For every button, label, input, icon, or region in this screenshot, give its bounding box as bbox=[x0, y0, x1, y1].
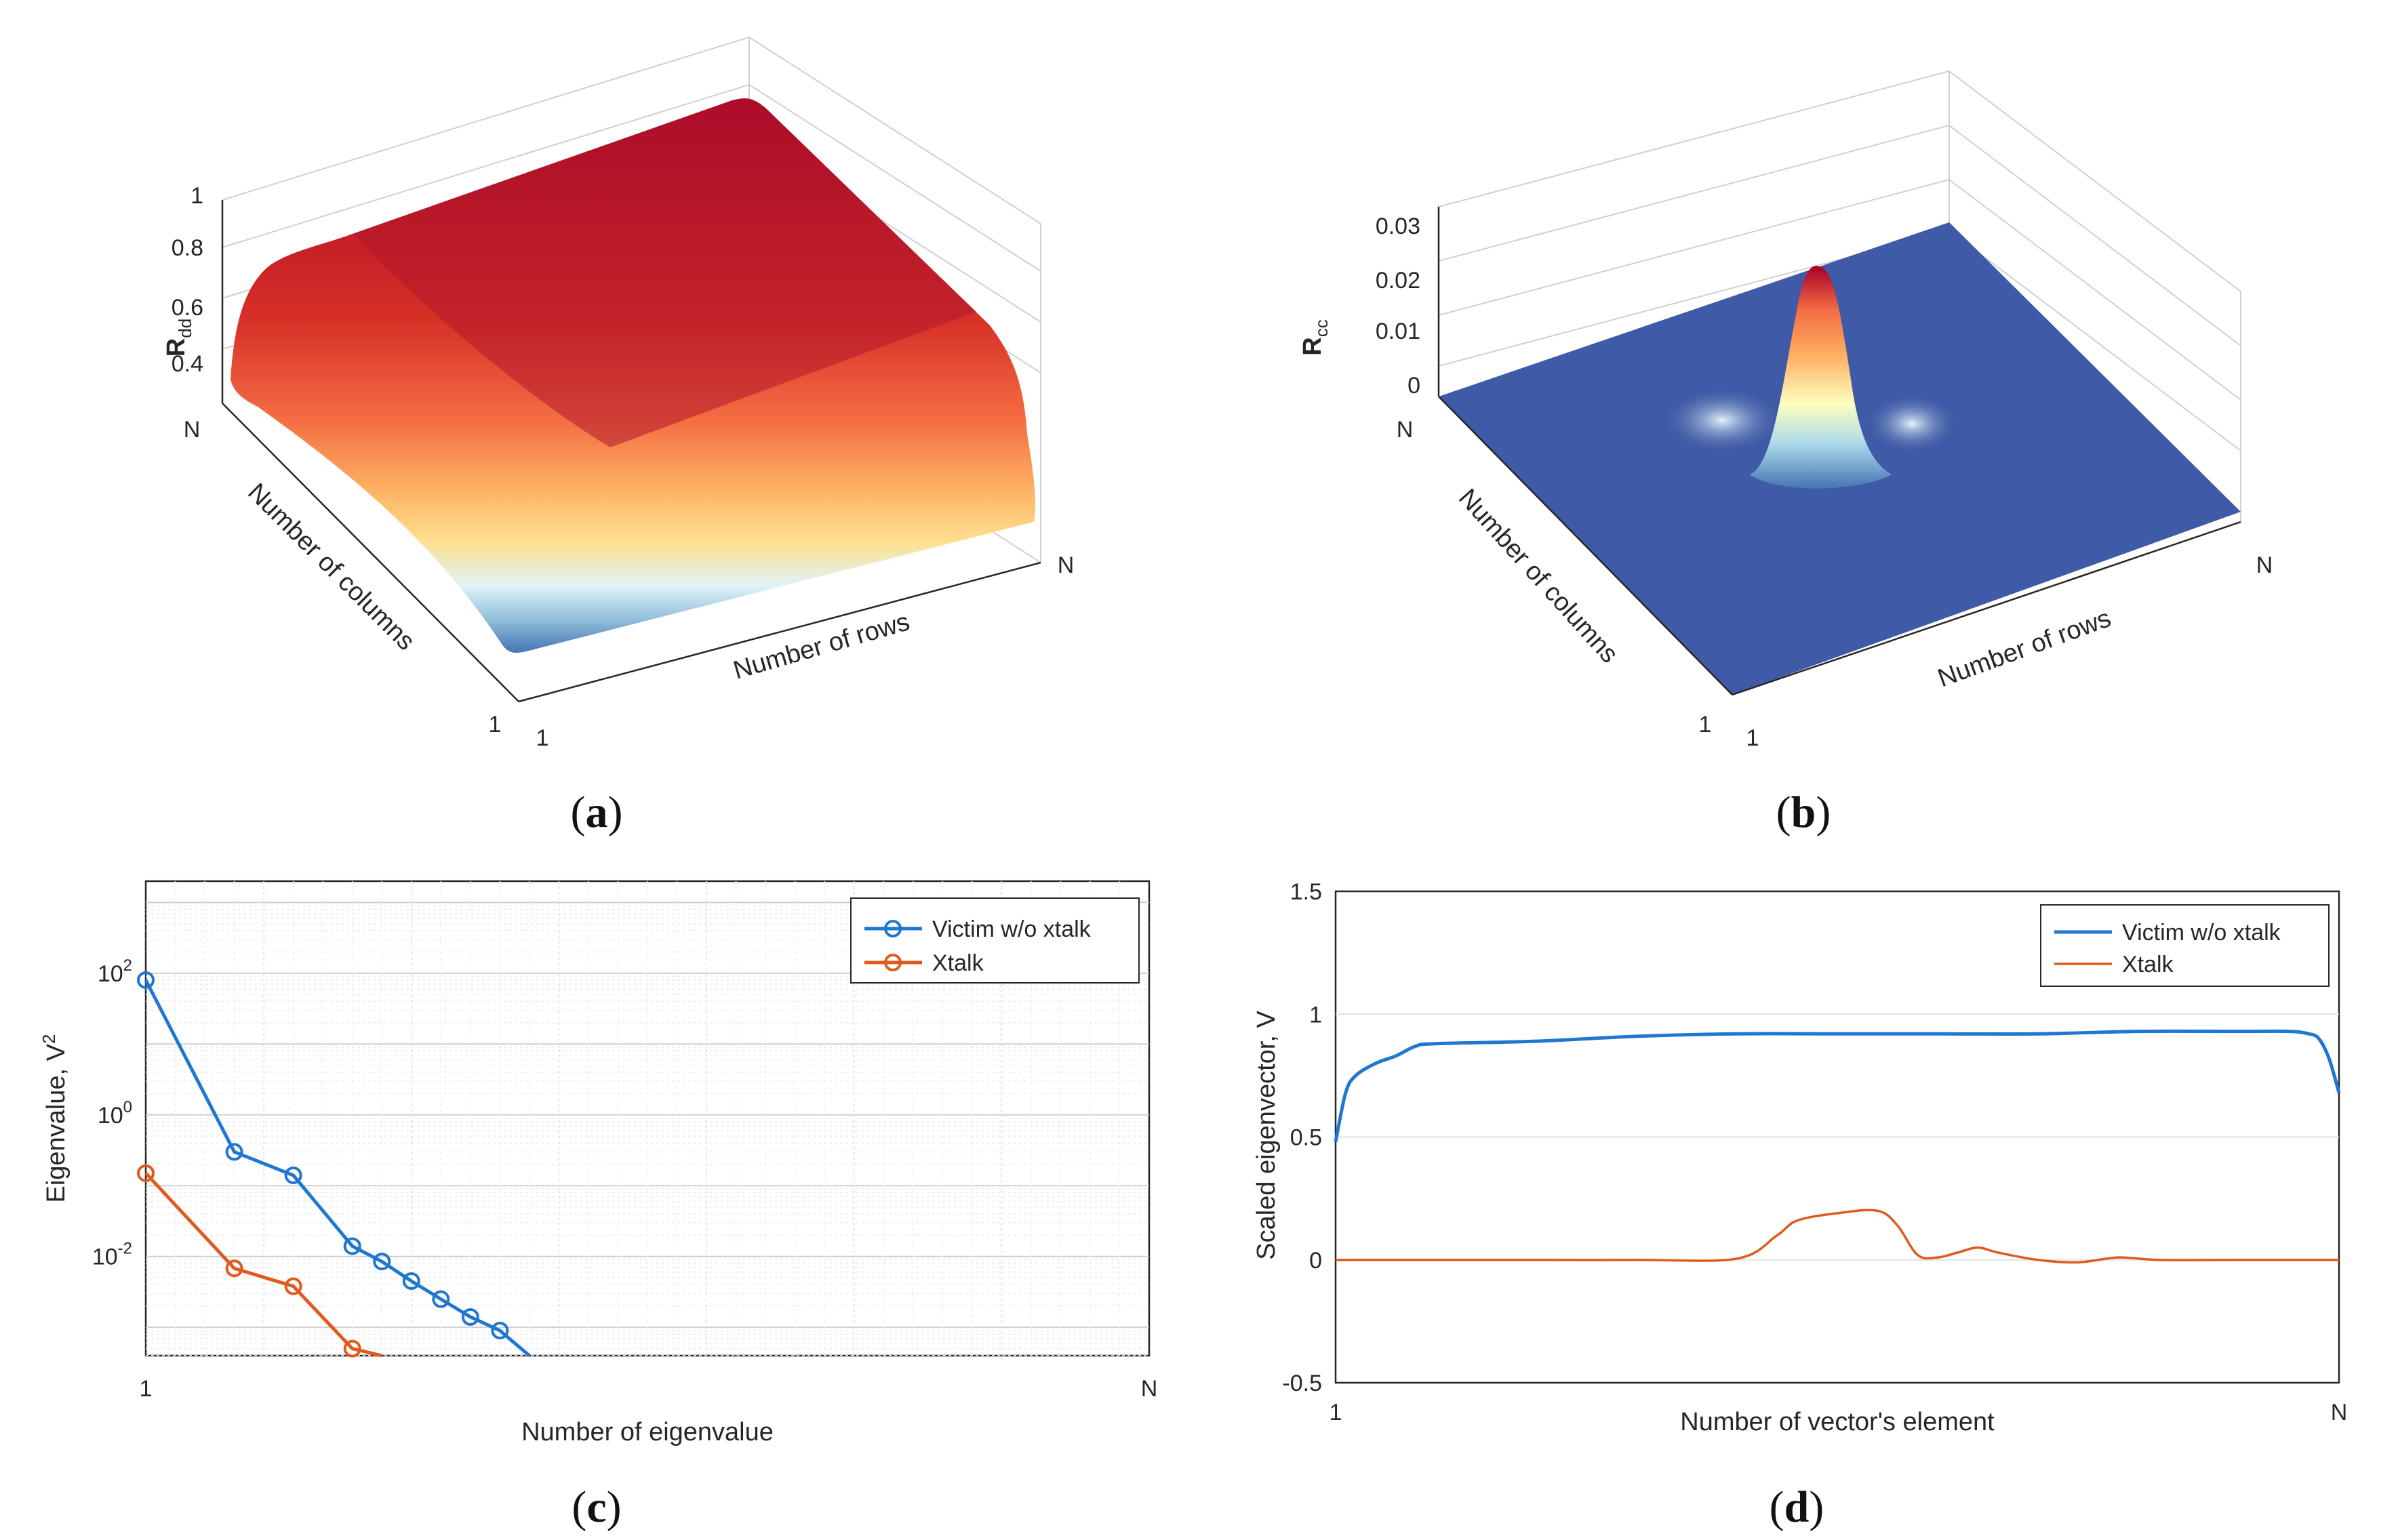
panel-a-ytick-1: 1 bbox=[489, 712, 502, 737]
panel-a-ztick-0.8: 0.8 bbox=[172, 235, 203, 261]
panel-d-ytick: 1 bbox=[1309, 1002, 1322, 1028]
panel-a-xtick-n: N bbox=[1058, 552, 1075, 578]
panel-d-ytick: 1.5 bbox=[1290, 879, 1322, 905]
panel-c-point bbox=[343, 1339, 361, 1358]
panel-c-xlabel: Number of eigenvalue bbox=[521, 1418, 774, 1446]
panel-c-point bbox=[137, 971, 155, 989]
panel-a-ytick-n: N bbox=[184, 417, 201, 443]
panel-c-point bbox=[284, 1166, 302, 1184]
panel-d-legend-xtalk-label: Xtalk bbox=[2122, 952, 2174, 977]
panel-d-xtick-1: 1 bbox=[1330, 1400, 1342, 1425]
panel-d-series-line-0 bbox=[1334, 1029, 2341, 1143]
panel-c-legend-victim: Victim w/o xtalk bbox=[864, 916, 1092, 942]
panel-b-xtick-n: N bbox=[2256, 552, 2273, 578]
panel-c-point bbox=[432, 1290, 450, 1308]
panel-c-legend-xtalk: Xtalk bbox=[864, 950, 984, 976]
panel-d-xtick-n: N bbox=[2331, 1400, 2348, 1425]
panel-b-zlabel: Rcc bbox=[1298, 319, 1332, 355]
panel-b-ztick-0.03: 0.03 bbox=[1376, 214, 1420, 239]
panel-a-ztick-1: 1 bbox=[191, 183, 203, 209]
panel-b-ytick-1: 1 bbox=[1699, 712, 1712, 737]
panel-a-axes bbox=[221, 200, 1041, 703]
panel-c-series-line-0 bbox=[144, 979, 531, 1357]
panel-b-side-bump-1 bbox=[1661, 386, 1783, 454]
panel-a-caption: (a) bbox=[571, 788, 623, 837]
panel-c-point bbox=[225, 1143, 243, 1161]
panel-c-point bbox=[343, 1237, 361, 1255]
panel-c-series-line-1 bbox=[144, 1172, 382, 1358]
panel-c-ytick: 102 bbox=[98, 956, 132, 987]
panel-a-xtick-1: 1 bbox=[536, 725, 549, 751]
panel-d-legend-victim-label: Victim w/o xtalk bbox=[2122, 920, 2281, 946]
panel-d-legend: Victim w/o xtalk Xtalk bbox=[2040, 904, 2330, 987]
panel-a-xlabel: Number of rows bbox=[730, 607, 913, 685]
panel-c-point bbox=[373, 1253, 391, 1271]
panel-b-ztick-0: 0 bbox=[1407, 373, 1420, 399]
panel-b-ztick-0.02: 0.02 bbox=[1376, 268, 1420, 293]
panel-d-ytick: -0.5 bbox=[1282, 1371, 1322, 1396]
panel-c-point bbox=[137, 1164, 155, 1182]
panel-d-ylabel: Scaled eigenvector, V bbox=[1252, 1011, 1281, 1260]
panel-c-xtick-1: 1 bbox=[140, 1376, 153, 1402]
panel-d-caption: (d) bbox=[1770, 1482, 1824, 1532]
panel-c-point bbox=[225, 1259, 243, 1278]
panel-d-legend-victim: Victim w/o xtalk bbox=[2054, 920, 2281, 946]
panel-b-peak bbox=[1749, 266, 1892, 489]
panel-c-point bbox=[461, 1308, 479, 1326]
panel-b-ytick-n: N bbox=[1397, 417, 1414, 443]
panel-b-caption: (b) bbox=[1776, 788, 1831, 837]
panel-c-caption: (c) bbox=[572, 1482, 621, 1532]
panel-b-surface-rcc: 0.03 0.02 0.01 0 N 1 1 N Rcc Number of c… bbox=[1298, 70, 2273, 837]
panel-c-legend: Victim w/o xtalk Xtalk bbox=[850, 897, 1140, 984]
panel-c-ylabel: Eigenvalue, V2 bbox=[39, 1034, 71, 1203]
panel-d-eigenvector-chart: 1.5 1 0.5 0 -0.5 1 N Number of vector's elem… bbox=[1252, 879, 2347, 1532]
panel-c-ytick: 100 bbox=[98, 1098, 132, 1129]
panel-c-point bbox=[491, 1321, 509, 1339]
panel-b-side-bump-2 bbox=[1864, 393, 1959, 454]
panel-c-legend-xtalk-label: Xtalk bbox=[932, 950, 984, 976]
panel-d-series-line-1 bbox=[1336, 1209, 2339, 1264]
panel-c-xtick-n: N bbox=[1141, 1376, 1158, 1402]
panel-c-legend-victim-label: Victim w/o xtalk bbox=[932, 916, 1092, 942]
panel-d-ytick: 0.5 bbox=[1290, 1125, 1322, 1151]
panel-d-ytick: 0 bbox=[1309, 1248, 1322, 1274]
panel-a-zlabel: Rdd bbox=[162, 319, 195, 357]
panel-c-eigenvalue-chart: 1 N 102 100 10-2 Number of eigenvalue Eige… bbox=[39, 880, 1158, 1532]
panel-d-series bbox=[1334, 1029, 2341, 1264]
panel-c-series bbox=[137, 971, 531, 1358]
panel-d-xlabel: Number of vector's element bbox=[1680, 1408, 1995, 1436]
panel-a-surface-top bbox=[353, 98, 976, 447]
panel-c-point bbox=[284, 1277, 302, 1295]
panel-c-ytick: 10-2 bbox=[92, 1240, 132, 1270]
panel-a-ztick-0.4: 0.4 bbox=[172, 351, 203, 377]
panel-d-legend-xtalk: Xtalk bbox=[2054, 952, 2174, 977]
panel-b-xtick-1: 1 bbox=[1746, 725, 1759, 751]
panel-b-axes bbox=[1437, 207, 2241, 696]
panel-b-ztick-0.01: 0.01 bbox=[1376, 319, 1420, 344]
panel-a-ztick-0.6: 0.6 bbox=[172, 295, 203, 321]
panel-a-surface-rdd: 1 0.8 0.6 0.4 N 1 1 N Rdd Number of colu… bbox=[162, 37, 1074, 837]
panel-c-point bbox=[402, 1272, 420, 1290]
